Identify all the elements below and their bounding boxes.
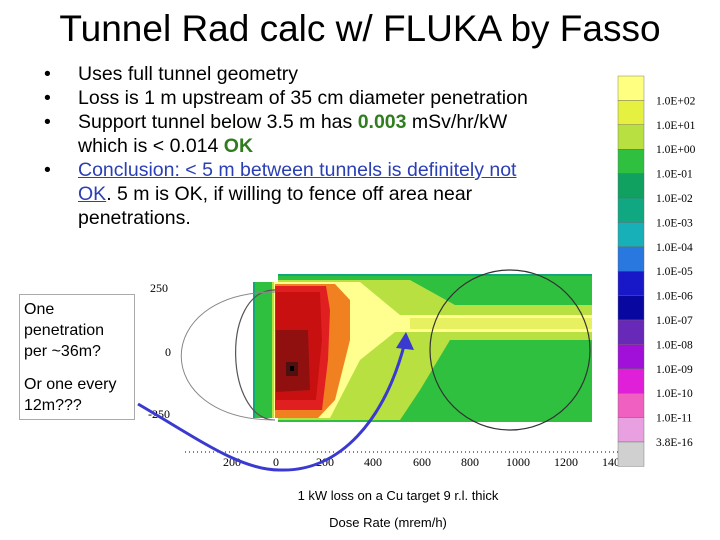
colorbar-bin (617, 417, 645, 443)
y-tick-label: 0 (165, 345, 171, 359)
y-axis: 250 0 -250 (148, 281, 171, 421)
colorbar-label: 1.0E-11 (656, 413, 693, 425)
colorbar-bin (617, 271, 645, 296)
colorbar-label: 1.0E-08 (656, 339, 693, 351)
plot-caption: 1 kW loss on a Cu target 9 r.l. thick (298, 488, 499, 503)
slide-title: Tunnel Rad calc w/ FLUKA by Fasso (59, 8, 661, 49)
colorbar-label: 1.0E-07 (656, 315, 693, 327)
tunnel-outline-left (235, 289, 276, 421)
x-axis: 200 0 200 400 600 800 1000 1200 1400 (223, 455, 626, 469)
callout-text: Or one every 12m??? (24, 376, 117, 414)
colorbar-label: 1.0E-05 (656, 266, 693, 278)
colorbar: 1.0E+02 1.0E+01 1.0E+00 1.0E-01 1.0E-02 1.0E-… (617, 75, 696, 467)
colorbar-bin (617, 368, 645, 394)
colorbar-bin (617, 173, 645, 199)
bullet-item: • Support tunnel below 3.5 m has 0.003 mS… (28, 110, 528, 158)
colorbar-label: 1.0E-02 (656, 193, 693, 205)
tunnel-outline-left-outer (180, 291, 276, 421)
bullet-dot: • (44, 111, 51, 133)
y-tick-label: 250 (150, 281, 168, 295)
heatmap-field (183, 274, 593, 424)
x-tick-label: 400 (364, 455, 382, 469)
bullet-dot: • (44, 87, 51, 109)
bullet-item: • Conclusion: < 5 m between tunnels is de… (28, 158, 528, 230)
bullet-dot: • (44, 63, 51, 85)
bullet-text: mSv/hr/kW which is < 0.014 (78, 111, 508, 157)
colorbar-label: 1.0E-06 (656, 291, 693, 303)
colorbar-bin (617, 246, 645, 272)
colorbar-bin (617, 100, 645, 126)
colorbar-bin (617, 197, 645, 223)
x-tick-label: 600 (413, 455, 431, 469)
x-tick-label: 1000 (506, 455, 530, 469)
bullet-item: • Uses full tunnel geometry (28, 62, 528, 86)
bullet-text: Uses full tunnel geometry (78, 63, 299, 85)
bullet-text: Support tunnel below 3.5 m has (78, 111, 358, 133)
colorbar-label: 1.0E+00 (656, 144, 696, 156)
penetration-callout: One penetration per ~36m? Or one every 1… (19, 294, 135, 420)
colorbar-label: 1.0E-09 (656, 364, 693, 376)
bullet-dot: • (44, 159, 51, 181)
bullet-text: . 5 m is OK, if willing to fence off are… (78, 183, 473, 229)
colorbar-label: 3.8E-16 (656, 437, 693, 449)
colorbar-label: 1.0E+02 (656, 95, 696, 107)
colorbar-bin (617, 344, 645, 369)
colorbar-bin (617, 295, 645, 321)
colorbar-bin (617, 393, 645, 418)
colorbar-label: 1.0E-01 (656, 169, 693, 181)
colorbar-label: 1.0E-03 (656, 217, 693, 229)
colorbar-title: Dose Rate (mrem/h) (329, 515, 447, 530)
colorbar-bin (617, 441, 645, 467)
callout-text: One penetration per ~36m? (24, 301, 105, 360)
colorbar-bin (617, 75, 645, 101)
x-tick-label: 800 (461, 455, 479, 469)
colorbar-bin (617, 124, 645, 150)
ok-label: OK (223, 135, 254, 157)
colorbar-bin (617, 222, 645, 247)
colorbar-label: 1.0E+01 (656, 120, 696, 132)
dose-value: 0.003 (357, 111, 407, 133)
x-tick-label: 1200 (554, 455, 578, 469)
bullet-text: Loss is 1 m upstream of 35 cm diameter p… (78, 87, 528, 109)
colorbar-label: 1.0E-10 (656, 388, 693, 400)
bullet-item: • Loss is 1 m upstream of 35 cm diameter … (28, 86, 528, 110)
arrow (137, 332, 414, 472)
conclusion-link[interactable]: Conclusion: < 5 m between tunnels is def… (78, 159, 517, 205)
colorbar-label: 1.0E-04 (656, 242, 693, 254)
tunnel-outline-right (429, 269, 591, 431)
y-tick-label: -250 (148, 407, 170, 421)
colorbar-bin (617, 148, 645, 174)
bullet-list: • Uses full tunnel geometry • Loss is 1 m … (28, 62, 528, 230)
colorbar-bin (617, 319, 645, 345)
x-tick-label: 0 (273, 455, 279, 469)
